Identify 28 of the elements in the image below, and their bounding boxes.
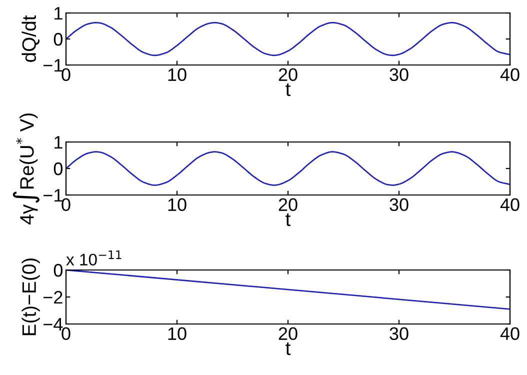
y-axis-title: 4γ∫Re(U$^{*}$ V)	[12, 114, 40, 224]
y-tick-label: −1	[44, 189, 62, 202]
text: x 10$^{−11}$	[66, 250, 122, 266]
x-tick-label: 30	[390, 327, 408, 340]
x-axis-title: t	[286, 213, 291, 226]
x-tick-label: 20	[278, 198, 298, 212]
y-axis-title: dQ/dt	[22, 15, 40, 62]
x-tick-label: 40	[500, 198, 520, 212]
y-tick-label: 1	[54, 136, 62, 149]
x-tick-label: 30	[390, 68, 408, 82]
x-tick-label: 10	[168, 68, 186, 82]
x-tick-label: 20	[278, 327, 298, 340]
x-tick-label: 40	[500, 327, 520, 340]
x-axis-title: t	[286, 342, 291, 356]
y-tick-label: 1	[54, 7, 62, 20]
x-tick-label: 20	[278, 68, 298, 82]
x-tick-label: 10	[168, 327, 186, 340]
x-tick-label: 30	[390, 198, 408, 212]
x-tick-label: 10	[168, 198, 186, 212]
x-tick-label: 40	[500, 68, 520, 82]
y-tick-label: −4	[44, 318, 63, 331]
x-axis-title: t	[286, 83, 291, 96]
y-tick-label: −1	[44, 59, 62, 72]
y-tick-label: 0	[54, 32, 63, 46]
y-tick-label: −2	[44, 290, 62, 304]
y-tick-label: 0	[54, 162, 63, 176]
y-tick-label: 0	[54, 264, 63, 277]
y-axis-title: E(t)−E(0)	[22, 258, 40, 336]
